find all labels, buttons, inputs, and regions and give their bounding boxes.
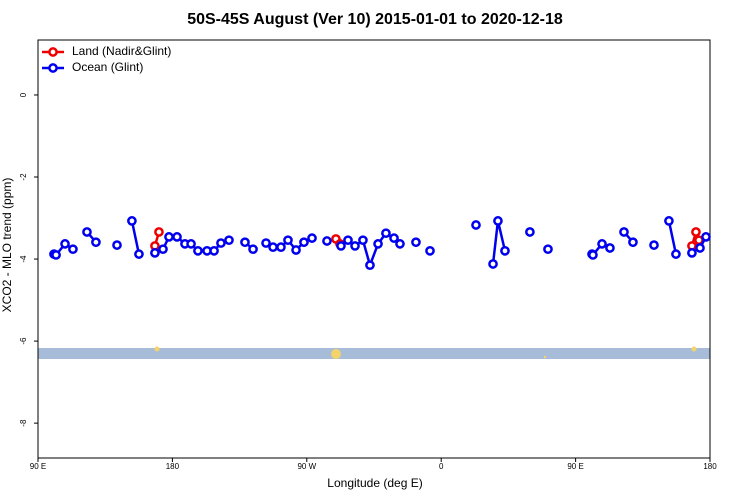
point: [395, 239, 405, 249]
point: [619, 227, 629, 237]
point: [365, 260, 375, 271]
point: [358, 235, 368, 246]
chart-title: 50S-45S August (Ver 10) 2015-01-01 to 20…: [187, 11, 563, 28]
point: [664, 216, 674, 226]
point: [261, 238, 271, 248]
point: [158, 244, 168, 255]
point: [411, 237, 421, 248]
x-tick-label: 90 E: [30, 462, 46, 471]
y-tick-label: -4: [19, 255, 28, 263]
land-patch: [154, 346, 160, 352]
point: [691, 227, 701, 237]
point: [687, 248, 697, 258]
point: [671, 249, 681, 259]
land-patch: [543, 355, 547, 359]
point: [172, 232, 182, 242]
point: [389, 233, 399, 243]
x-tick-label: 0: [439, 462, 444, 471]
legend-label: Land (Nadir&Glint): [72, 44, 171, 58]
point: [488, 259, 498, 269]
point: [350, 241, 360, 251]
point: [543, 244, 553, 255]
point: [276, 242, 286, 253]
point: [425, 245, 435, 256]
plot-frame: [37, 39, 711, 459]
y-tick-label: -6: [19, 337, 28, 345]
point: [307, 233, 317, 243]
point: [60, 239, 70, 249]
y-tick-label: 0: [19, 92, 28, 97]
x-axis-label: Longitude (deg E): [327, 476, 422, 490]
point: [112, 240, 122, 250]
point: [268, 242, 278, 253]
point: [91, 237, 101, 248]
x-tick-label: 180: [166, 462, 180, 471]
point: [299, 237, 309, 248]
point: [649, 240, 659, 250]
point: [224, 235, 234, 246]
y-axis-label: XCO2 - MLO trend (ppm): [0, 178, 14, 313]
point: [588, 250, 598, 260]
point: [51, 250, 61, 260]
land-patch: [691, 346, 697, 352]
point: [82, 227, 92, 237]
point: [322, 236, 332, 246]
point: [240, 237, 250, 248]
y-tick-label: -2: [19, 173, 28, 181]
point: [605, 243, 615, 253]
point: [343, 235, 353, 246]
point: [283, 235, 293, 246]
x-tick-label: 90 W: [297, 462, 316, 471]
point: [216, 238, 226, 248]
land-patch: [331, 349, 341, 359]
legend-label: Ocean (Glint): [72, 60, 143, 74]
point: [127, 216, 137, 226]
point: [336, 241, 346, 251]
legend-marker: [48, 47, 58, 57]
point: [134, 249, 144, 259]
point: [471, 220, 481, 230]
x-tick-label: 90 E: [567, 462, 583, 471]
point: [154, 227, 164, 237]
point: [381, 228, 391, 239]
point: [150, 248, 160, 258]
point: [493, 216, 503, 226]
series-line: [153, 227, 701, 247]
point: [373, 239, 383, 249]
point: [701, 232, 711, 242]
point: [695, 243, 705, 253]
point: [164, 232, 174, 242]
surface-band: [38, 348, 710, 359]
point: [186, 239, 196, 249]
point: [68, 244, 78, 255]
y-tick-label: -8: [19, 419, 28, 427]
point: [525, 227, 535, 237]
point: [209, 245, 219, 256]
point: [291, 245, 301, 255]
point: [628, 237, 638, 248]
point: [597, 239, 607, 249]
legend-marker: [48, 63, 58, 73]
point: [248, 244, 258, 255]
x-tick-label: 180: [703, 462, 717, 471]
point: [500, 245, 510, 256]
point: [193, 245, 203, 256]
